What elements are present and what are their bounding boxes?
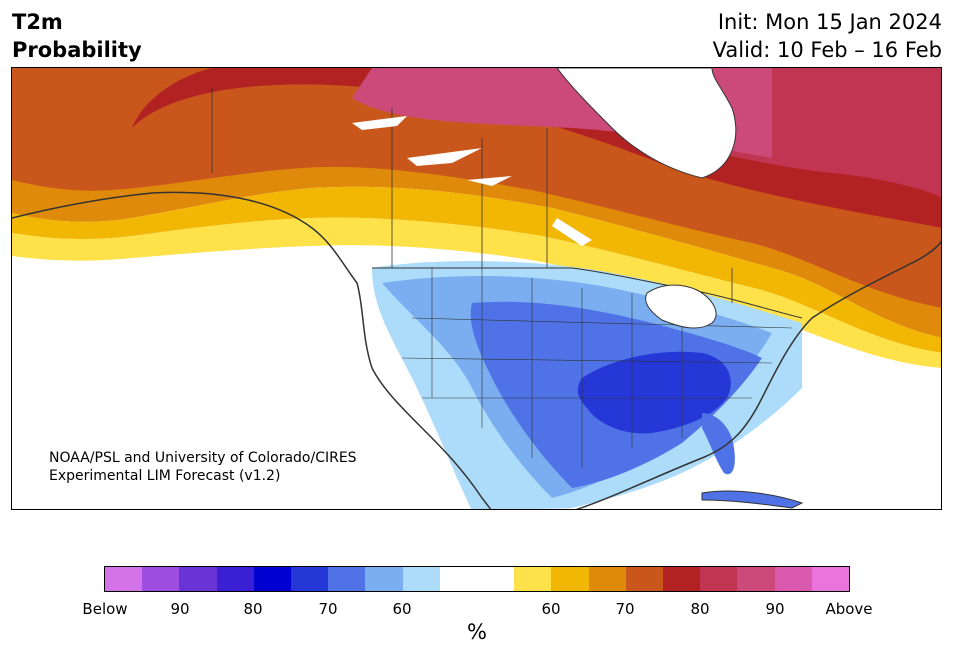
map-panel <box>11 67 942 510</box>
lake-2 <box>407 148 482 166</box>
colorbar-segment <box>514 567 552 591</box>
coastline-east <box>575 240 941 509</box>
colorbar-segment <box>477 567 515 591</box>
colorbar-tick-label: 70 <box>615 600 635 618</box>
colorbar-segment <box>105 567 143 591</box>
colorbar-segment <box>737 567 775 591</box>
title-type: Probability <box>12 38 142 62</box>
colorbar-segment <box>216 567 254 591</box>
credit-text: NOAA/PSL and University of Colorado/CIRE… <box>49 449 357 485</box>
colorbar-segment <box>625 567 664 591</box>
province-lines <box>211 88 733 303</box>
colorbar-segment <box>365 567 403 591</box>
forecast-dates: Init: Mon 15 Jan 2024 Valid: 10 Feb – 16… <box>713 8 942 64</box>
colorbar-segment <box>291 567 329 591</box>
colorbar-tick-label: 70 <box>318 600 338 618</box>
colorbar-tick-label: 60 <box>541 600 561 618</box>
colorbar-segment <box>328 567 366 591</box>
band-cold-75 <box>577 351 731 434</box>
colorbar-tick-label: 60 <box>392 600 412 618</box>
colorbar-segment <box>774 567 812 591</box>
probability-map <box>12 68 941 509</box>
coastline-west <box>12 191 492 509</box>
state-lines <box>401 268 793 468</box>
colorbar-tick-label: Below <box>82 600 128 618</box>
colorbar-tick-label: 90 <box>170 600 190 618</box>
cuba <box>701 490 804 509</box>
colorbar-segment <box>402 567 440 591</box>
credit-line1: NOAA/PSL and University of Colorado/CIRE… <box>49 450 357 466</box>
colorbar-segment <box>811 567 850 591</box>
lake-1 <box>352 116 407 130</box>
credit-line2: Experimental LIM Forecast (v1.2) <box>49 468 281 484</box>
colorbar-segment <box>588 567 626 591</box>
great-lakes <box>645 284 717 329</box>
hudson-bay <box>556 68 737 179</box>
band-warm-60 <box>12 217 941 368</box>
title-variable: T2m <box>12 10 63 34</box>
colorbar-segment <box>253 567 292 591</box>
colorbar-segment <box>700 567 738 591</box>
colorbar-unit: % <box>467 620 487 644</box>
valid-range: Valid: 10 Feb – 16 Feb <box>712 38 942 62</box>
colorbar-segment <box>142 567 180 591</box>
init-date: Init: Mon 15 Jan 2024 <box>717 10 942 34</box>
colorbar-tick-label: 80 <box>243 600 263 618</box>
lake-3 <box>467 176 512 186</box>
colorbar-segment <box>551 567 589 591</box>
colorbar-segment <box>179 567 217 591</box>
colorbar <box>104 566 850 592</box>
lake-4 <box>552 218 592 246</box>
band-warm-65 <box>12 186 941 353</box>
colorbar-tick-label: 80 <box>690 600 710 618</box>
colorbar-segment <box>439 567 478 591</box>
colorbar-tick-label: 90 <box>765 600 785 618</box>
colorbar-tick-label: Above <box>825 600 873 618</box>
florida <box>702 413 735 475</box>
map-title: T2m Probability <box>12 8 142 64</box>
colorbar-segment <box>663 567 701 591</box>
